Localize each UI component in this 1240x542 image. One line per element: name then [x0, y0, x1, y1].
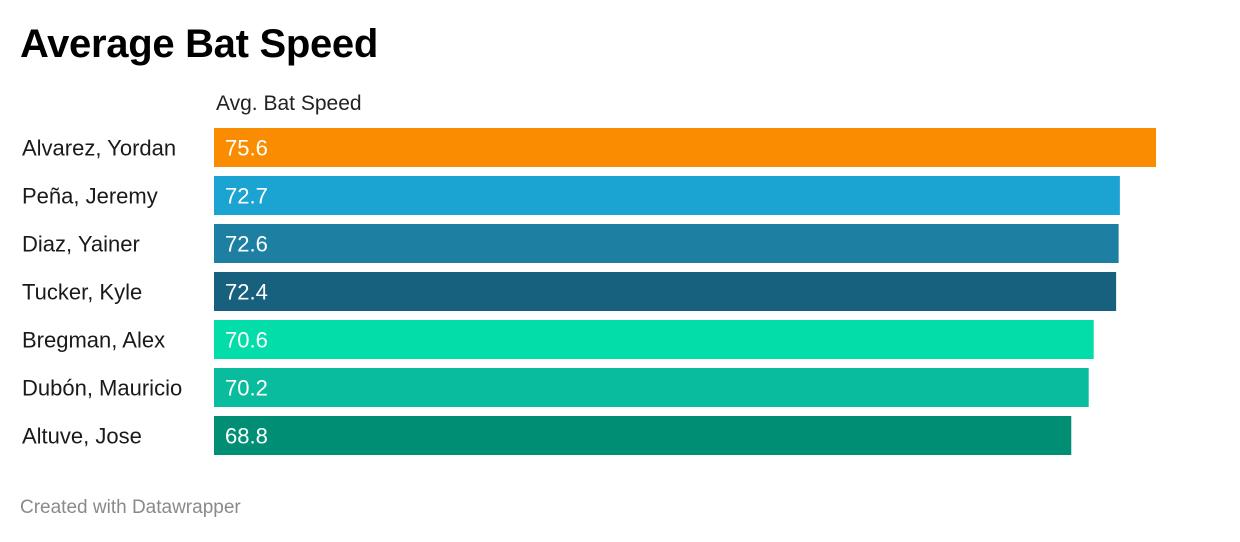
category-label: Diaz, Yainer — [22, 232, 140, 257]
chart-title: Average Bat Speed — [20, 22, 379, 66]
value-label: 72.6 — [225, 232, 268, 257]
bar — [214, 368, 1089, 407]
bar — [214, 272, 1117, 311]
category-label: Altuve, Jose — [22, 424, 142, 449]
value-label: 70.2 — [225, 376, 268, 401]
value-label: 72.7 — [225, 184, 268, 209]
bar — [214, 224, 1119, 263]
value-label: 70.6 — [225, 328, 268, 353]
value-label: 75.6 — [225, 136, 268, 161]
bar — [214, 416, 1072, 455]
category-label: Dubón, Mauricio — [22, 376, 182, 401]
bar — [214, 320, 1094, 359]
category-label: Tucker, Kyle — [22, 280, 142, 305]
category-label: Bregman, Alex — [22, 328, 165, 353]
value-label: 72.4 — [225, 280, 268, 305]
footer-credit: Created with Datawrapper — [20, 497, 241, 518]
bar — [214, 128, 1156, 167]
value-label: 68.8 — [225, 424, 268, 449]
column-header: Avg. Bat Speed — [216, 92, 362, 115]
bar — [214, 176, 1120, 215]
category-label: Alvarez, Yordan — [22, 136, 176, 161]
category-label: Peña, Jeremy — [22, 184, 158, 209]
